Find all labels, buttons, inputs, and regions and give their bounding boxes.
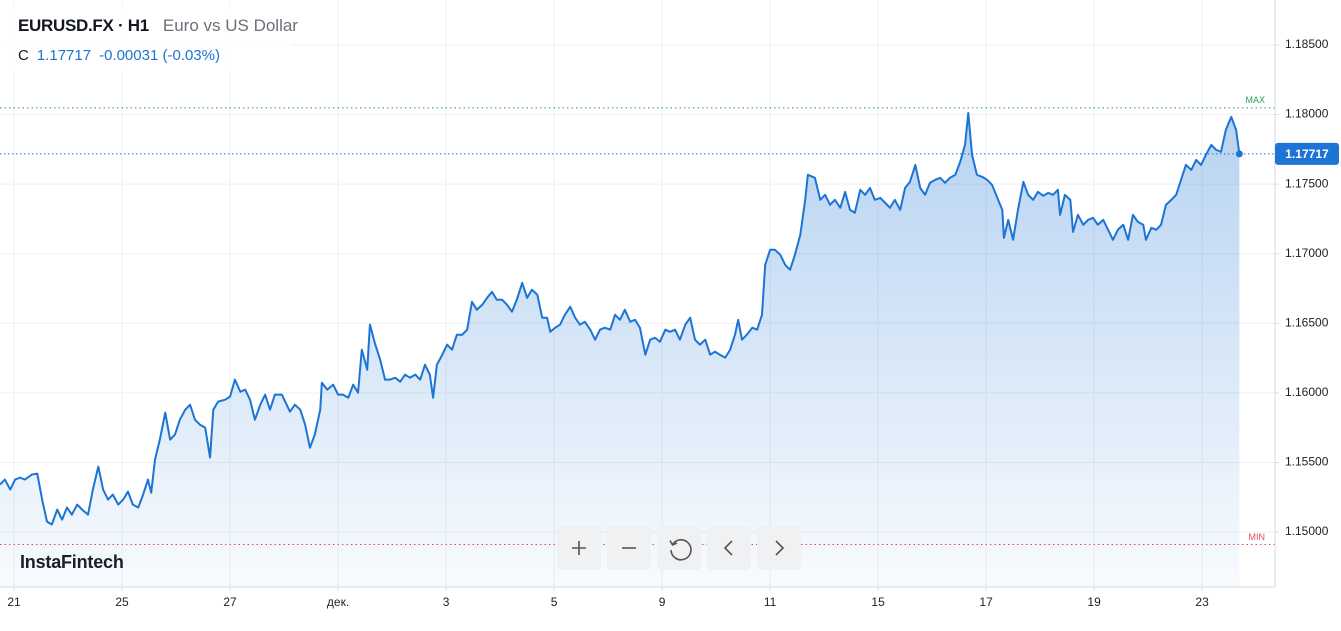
area-fill — [0, 112, 1240, 588]
scroll-right-button[interactable] — [757, 526, 801, 570]
x-tick-label: 15 — [871, 595, 885, 609]
header-price-row: C 1.17717 -0.00031 (-0.03%) — [18, 47, 220, 64]
x-tick-label: 23 — [1195, 595, 1209, 609]
header: EURUSD.FX · H1 Euro vs US Dollar C 1.17717… — [0, 6, 298, 70]
plot: MAX MIN — [0, 95, 1275, 588]
symbol-subtitle: Euro vs US Dollar — [162, 16, 298, 35]
zoom-out-button[interactable] — [607, 526, 651, 570]
x-tick-label: 11 — [764, 595, 777, 609]
x-tick-label: 27 — [223, 595, 237, 609]
last-price-badge — [1275, 142, 1339, 165]
y-tick-label: 1.18000 — [1285, 107, 1329, 121]
price-change: -0.00031 (-0.03%) — [99, 47, 220, 64]
x-tick-label: 25 — [115, 595, 129, 609]
x-tick-label: 21 — [7, 595, 21, 609]
last-price-dot — [1235, 150, 1243, 158]
min-line-label: MIN — [1249, 532, 1266, 542]
last-price-badge-label: 1.17717 — [1285, 147, 1329, 161]
last-price: 1.17717 — [36, 47, 92, 64]
scroll-left-icon — [723, 540, 733, 556]
x-tick-label: 3 — [443, 595, 450, 609]
y-tick-label: 1.16000 — [1285, 385, 1329, 399]
price-line — [0, 111, 1241, 526]
x-tick-label: 19 — [1087, 595, 1101, 609]
header-title-row: EURUSD.FX · H1 Euro vs US Dollar — [18, 16, 298, 36]
y-tick-label: 1.15000 — [1285, 524, 1329, 538]
zoom-out-icon — [622, 547, 636, 549]
x-tick-label: 5 — [551, 595, 558, 609]
y-tick-label: 1.17000 — [1285, 246, 1329, 260]
zoom-in-button[interactable] — [557, 526, 601, 570]
max-line-label: MAX — [1245, 95, 1265, 105]
reset-icon — [669, 538, 692, 561]
axes: 1.15000 1.15500 1.16000 1.16500 1.17000 1.175… — [7, 37, 1339, 609]
y-tick-label: 1.17500 — [1285, 176, 1329, 190]
x-tick-label: 17 — [979, 595, 993, 609]
zoom-in-icon — [572, 541, 586, 555]
y-tick-label: 1.16500 — [1285, 315, 1329, 329]
y-tick-label: 1.15500 — [1285, 455, 1329, 469]
y-tick-label: 1.18500 — [1285, 37, 1329, 51]
scroll-left-button[interactable] — [707, 526, 751, 570]
price-field: C — [18, 47, 29, 64]
reset-button[interactable] — [657, 526, 701, 570]
symbol-title: EURUSD.FX · H1 — [18, 16, 149, 35]
chart-controls — [557, 526, 801, 570]
scroll-right-icon — [775, 540, 785, 556]
x-tick-label: 9 — [659, 595, 666, 609]
watermark: InstaFintech — [20, 552, 124, 572]
x-tick-label: дек. — [327, 595, 349, 609]
